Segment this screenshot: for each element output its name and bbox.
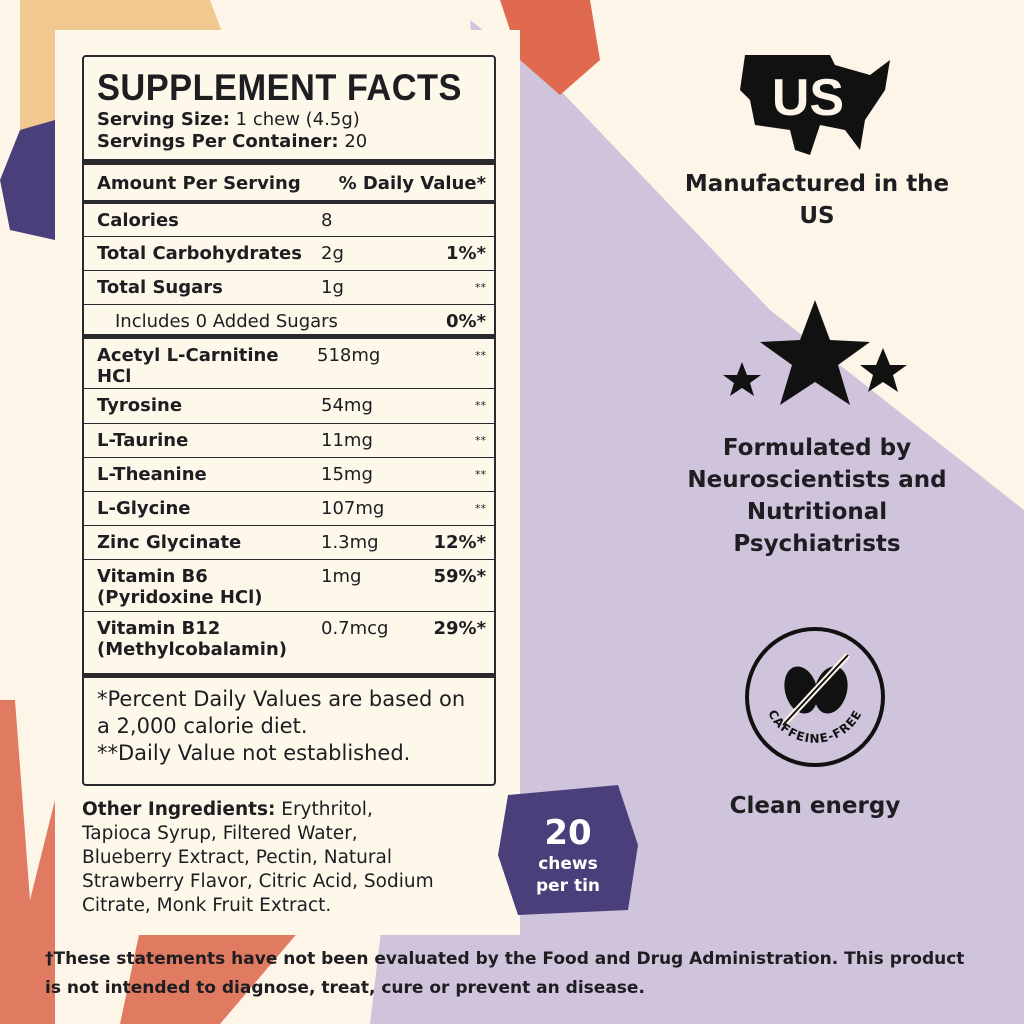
nutrient-amount: 1.3mg: [321, 532, 379, 553]
nutrient-name: L-Theanine: [97, 464, 207, 485]
supplement-facts-label: SUPPLEMENT FACTS Serving Size: 1 chew (4…: [82, 55, 496, 786]
nutrient-amount: 11mg: [321, 430, 373, 451]
table-row: Zinc Glycinate 1.3mg 12%*: [84, 526, 494, 560]
table-row: Includes 0 Added Sugars 0%*: [84, 305, 494, 339]
nutrient-name: L-Taurine: [97, 430, 189, 451]
coral-shape: [0, 700, 55, 1024]
nutrient-name: Total Sugars: [97, 277, 223, 298]
daily-value: **: [475, 502, 486, 515]
table-row: L-Theanine 15mg **: [84, 458, 494, 492]
daily-value: 59%*: [433, 566, 487, 587]
nutrient-name: Acetyl L-Carnitine HCl: [97, 345, 279, 387]
nutrient-amount: 518mg: [317, 345, 381, 366]
nutrient-name: Tyrosine: [97, 395, 183, 416]
daily-value: 29%*: [433, 618, 487, 639]
nutrient-name: Calories: [97, 210, 179, 231]
nutrient-amount: 8: [321, 210, 333, 231]
feature-manufactured-us: Manufactured in the US: [684, 171, 950, 229]
feature-formulated: Formulated by Neuroscientists and Nutrit…: [687, 435, 947, 557]
other-ingredients: Other Ingredients: Erythritol, Tapioca S…: [82, 799, 434, 916]
nutrient-name: Vitamin B12 (Methylcobalamin): [97, 618, 288, 660]
nutrient-amount: 1g: [321, 277, 344, 298]
svg-text:CAFFEINE-FREE: CAFFEINE-FREE: [765, 707, 865, 745]
table-row: Total Carbohydrates 2g 1%*: [84, 237, 494, 271]
nutrient-name: Includes 0 Added Sugars: [115, 311, 338, 332]
table-row: Vitamin B6 (Pyridoxine HCl) 1mg 59%*: [84, 560, 494, 612]
coral-shape-2: [120, 930, 300, 1024]
table-row: Acetyl L-Carnitine HCl 518mg **: [84, 339, 494, 389]
feature-clean-energy: Clean energy: [729, 793, 901, 819]
label-title: SUPPLEMENT FACTS: [97, 67, 462, 108]
table-row: Total Sugars 1g **: [84, 271, 494, 305]
chews-per-tin-badge: 20 chews per tin: [498, 785, 638, 915]
us-map-icon: US: [740, 55, 890, 155]
table-row: Calories 8: [84, 204, 494, 237]
nutrient-amount: 1mg: [321, 566, 362, 587]
caffeine-free-icon: CAFFEINE-FREE: [745, 627, 885, 767]
nutrient-name: Total Carbohydrates: [97, 243, 302, 264]
table-row: L-Taurine 11mg **: [84, 424, 494, 458]
nutrient-name: L-Glycine: [97, 498, 191, 519]
daily-value: **: [475, 349, 486, 362]
nutrient-name: Vitamin B6 (Pyridoxine HCl): [97, 566, 263, 608]
svg-text:US: US: [772, 69, 844, 127]
footnotes: *Percent Daily Values are based on a 2,0…: [97, 687, 466, 765]
nutrient-amount: 54mg: [321, 395, 373, 416]
table-row: Tyrosine 54mg **: [84, 389, 494, 424]
indigo-shape: [0, 120, 55, 240]
daily-value: **: [475, 399, 486, 412]
nutrient-amount: 2g: [321, 243, 344, 264]
servings-per-container: Servings Per Container: 20: [97, 131, 368, 152]
serving-size: Serving Size: 1 chew (4.5g): [97, 109, 360, 130]
table-header: Amount Per Serving% Daily Value*: [97, 173, 486, 194]
daily-value: **: [475, 434, 486, 447]
purple-shape: [370, 20, 1024, 1024]
daily-value: **: [475, 281, 486, 294]
fda-disclaimer: †These statements have not been evaluate…: [45, 949, 965, 998]
nutrient-name: Zinc Glycinate: [97, 532, 242, 553]
daily-value: 12%*: [433, 532, 487, 553]
orange-shape: [500, 0, 600, 95]
table-row: L-Glycine 107mg **: [84, 492, 494, 526]
nutrient-amount: 0.7mcg: [321, 618, 389, 639]
table-row: Vitamin B12 (Methylcobalamin) 0.7mcg 29%*: [84, 612, 494, 669]
nutrient-amount: 107mg: [321, 498, 385, 519]
nutrient-amount: 15mg: [321, 464, 373, 485]
daily-value: 1%*: [446, 243, 486, 264]
daily-value: 0%*: [446, 311, 486, 332]
daily-value: **: [475, 468, 486, 481]
stars-icon: [723, 300, 907, 405]
